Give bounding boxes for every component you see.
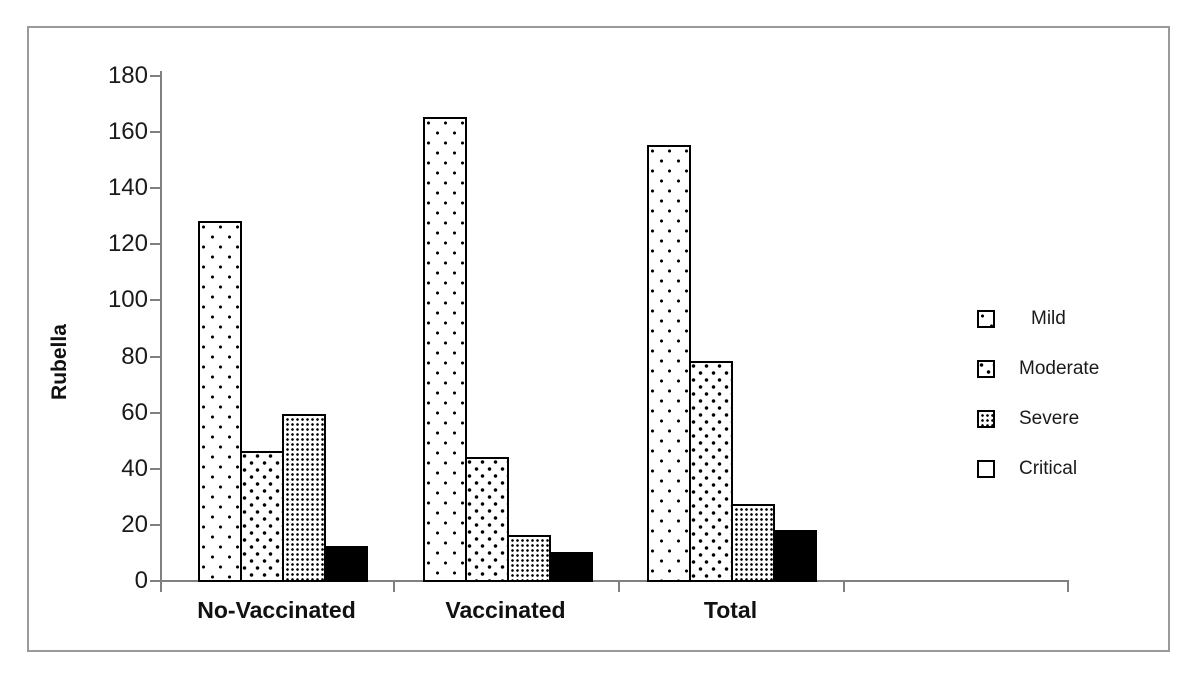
x-axis-line	[160, 580, 1069, 582]
x-axis-tick	[843, 580, 845, 592]
y-axis-line	[160, 71, 162, 582]
y-axis-tick	[150, 131, 160, 134]
y-axis-tick	[150, 299, 160, 302]
bar-vaccinated-critical	[549, 551, 593, 582]
y-axis-tick-label: 120	[107, 230, 148, 258]
bar-no-vaccinated-critical	[324, 546, 368, 582]
bar-no-vaccinated-severe	[282, 414, 326, 582]
x-category-label: Total	[703, 597, 758, 623]
x-axis-tick	[393, 580, 395, 592]
bar-vaccinated-severe	[507, 535, 551, 582]
x-category-label: Vaccinated	[445, 597, 566, 623]
bar-vaccinated-mild	[423, 117, 467, 582]
legend-item-moderate: Moderate	[977, 358, 1100, 379]
x-axis-tick	[618, 580, 620, 592]
bar-total-mild	[647, 145, 691, 582]
y-axis-tick	[150, 523, 160, 526]
y-axis-tick-label: 0	[134, 567, 148, 594]
legend: Mild Moderate Severe Critical	[977, 308, 1100, 510]
bar-total-critical	[773, 529, 817, 582]
y-axis-tick-label: 60	[121, 398, 148, 426]
legend-label: Moderate	[1019, 358, 1100, 379]
bar-no-vaccinated-moderate	[240, 450, 284, 582]
y-axis-tick	[150, 467, 160, 470]
bar-total-severe	[731, 504, 775, 582]
legend-swatch-mild	[977, 310, 995, 328]
y-axis-tick	[150, 580, 160, 582]
y-axis-tick-label: 160	[107, 118, 148, 146]
legend-item-mild: Mild	[977, 308, 1099, 329]
y-axis-tick-label: 40	[121, 454, 148, 482]
y-axis-tick-label: 80	[121, 342, 148, 370]
x-axis-tick	[160, 580, 162, 592]
x-category-label: No-Vaccinated	[197, 597, 356, 623]
legend-swatch-critical	[977, 460, 995, 478]
y-axis-tick-label: 20	[121, 510, 148, 538]
legend-item-severe: Severe	[977, 408, 1099, 429]
legend-swatch-severe	[977, 410, 995, 428]
legend-item-critical: Critical	[977, 458, 1099, 479]
y-axis-title: Rubella	[48, 324, 71, 400]
y-axis-tick	[150, 355, 160, 358]
y-axis-tick	[150, 411, 160, 414]
bar-vaccinated-moderate	[465, 456, 509, 582]
legend-label: Mild	[1031, 308, 1066, 329]
x-axis-tick	[1067, 580, 1069, 592]
y-axis-tick-label: 140	[107, 174, 148, 202]
legend-label: Critical	[1019, 458, 1078, 479]
legend-swatch-moderate	[977, 360, 995, 378]
legend-label: Severe	[1019, 408, 1080, 429]
bar-total-moderate	[689, 361, 733, 582]
bar-no-vaccinated-mild	[198, 220, 242, 582]
y-axis-tick	[150, 75, 160, 77]
y-axis-tick-label: 100	[107, 286, 148, 314]
y-axis-tick-label: 180	[107, 62, 148, 89]
y-axis-tick	[150, 187, 160, 190]
y-axis-tick	[150, 243, 160, 246]
